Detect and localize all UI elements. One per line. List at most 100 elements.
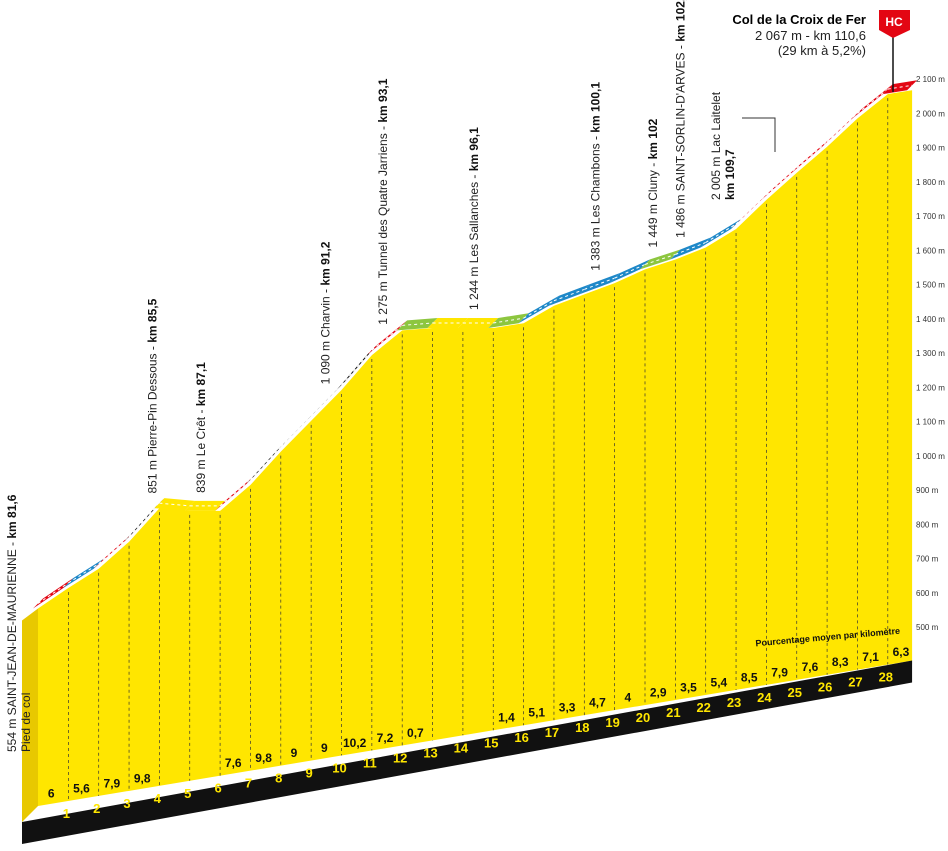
waypoint-name: 1 090 m Charvin - km 91,2 xyxy=(318,241,332,384)
waypoint-km: km 96,1 xyxy=(467,127,481,171)
profile-side-face xyxy=(22,608,38,822)
gradient-label: 2,9 xyxy=(650,685,667,699)
y-tick-label: 1 500 m xyxy=(916,281,945,290)
ribbon-dash xyxy=(553,288,585,302)
ribbon-segment xyxy=(670,237,711,260)
y-tick-label: 500 m xyxy=(916,623,939,632)
ribbon-segment xyxy=(397,317,438,331)
y-tick-label: 1 000 m xyxy=(916,452,945,461)
ribbon-dash xyxy=(796,141,828,169)
waypoint-place: 1 486 m SAINT-SORLIN-D'ARVES - xyxy=(673,42,687,238)
summit-climb-stats: (29 km à 5,2%) xyxy=(778,43,866,58)
gradient-label: 6,3 xyxy=(893,645,910,659)
gradient-label: 1,4 xyxy=(498,711,515,725)
waypoint-km: km 102 xyxy=(646,118,660,159)
y-tick-label: 600 m xyxy=(916,589,939,598)
ribbon-segment xyxy=(63,558,104,588)
waypoint-name: 554 m SAINT-JEAN-DE-MAURIENNE - km 81,6 xyxy=(5,494,19,752)
gradient-label: 4 xyxy=(624,691,631,705)
baseline-band xyxy=(22,660,913,844)
y-tick-label: 1 700 m xyxy=(916,212,945,221)
gradient-label: 5,1 xyxy=(528,706,545,720)
y-tick-label: 1 100 m xyxy=(916,418,945,427)
gradient-label: 10,2 xyxy=(343,736,367,750)
km-label: 10 xyxy=(332,761,346,776)
gradient-ribbon xyxy=(33,80,918,609)
ribbon-segment xyxy=(518,295,559,324)
hc-flag-badge xyxy=(879,10,910,38)
waypoint-label: 554 m SAINT-JEAN-DE-MAURIENNE - km 81,6P… xyxy=(5,494,33,752)
profile-fill-layer xyxy=(22,90,913,822)
gradient-label: 8,5 xyxy=(741,670,758,684)
waypoint-label: 1 244 m Les Sallanches - km 96,1 xyxy=(467,127,481,310)
ribbon-dash xyxy=(735,194,767,225)
km-label: 19 xyxy=(605,715,619,730)
km-label: 23 xyxy=(727,695,741,710)
chart-title: Col de la Croix de Fer xyxy=(732,12,866,27)
km-label: 27 xyxy=(848,675,862,690)
ribbon-dash xyxy=(857,88,889,114)
km-label: 13 xyxy=(423,745,437,760)
ribbon-dash xyxy=(644,254,676,265)
summit-elevation-km: 2 067 m - km 110,6 xyxy=(755,28,866,43)
gradient-label: 7,2 xyxy=(377,731,394,745)
ribbon-dash xyxy=(280,415,312,447)
ribbon-segment xyxy=(488,313,529,328)
km-label: 20 xyxy=(636,710,650,725)
waypoint-name: 839 m Le Crêt - km 87,1 xyxy=(194,362,208,493)
km-label: 2 xyxy=(93,801,100,816)
km-label: 4 xyxy=(154,791,162,806)
y-axis: 500 m 600 m 700 m 800 m 900 m 1 000 m 1 100 m 1… xyxy=(916,75,945,632)
waypoint-name: 1 449 m Cluny - km 102 xyxy=(646,118,660,247)
gradient-label: 9 xyxy=(321,741,328,755)
waypoint-label: 1 275 m Tunnel des Quatre Jarriens - km … xyxy=(376,78,390,324)
gradient-label: 9 xyxy=(291,746,298,760)
gradient-labels: 6 5,6 7,9 9,87,6 9,8 9 9 10,2 7,2 0,71,4 5,1 3,3 4,7… xyxy=(48,645,910,800)
ribbon-segment xyxy=(609,259,650,284)
gradient-label: 6 xyxy=(48,786,55,800)
km-label: 12 xyxy=(393,750,407,765)
km-label: 26 xyxy=(818,680,832,695)
y-tick-label: 1 900 m xyxy=(916,144,945,153)
ribbon-dash xyxy=(37,582,69,604)
ribbon-segment xyxy=(548,284,590,306)
gradient-label: 9,8 xyxy=(255,751,272,765)
gradient-label: 7,6 xyxy=(225,756,242,770)
waypoint-km: km 102,9 xyxy=(673,0,687,42)
ribbon-segment xyxy=(427,317,468,328)
km-label: 17 xyxy=(545,725,559,740)
ribbon-segment xyxy=(640,249,681,270)
waypoint-place: 1 090 m Charvin - xyxy=(318,286,332,385)
gradient-label: 7,1 xyxy=(862,650,879,664)
waypoint-km: km 85,5 xyxy=(145,298,159,342)
gradient-label: 5,4 xyxy=(711,675,728,689)
waypoint-km: km 93,1 xyxy=(376,78,390,122)
waypoint-leader-line xyxy=(742,117,776,152)
ribbon-segment xyxy=(184,500,226,511)
y-tick-label: 800 m xyxy=(916,520,939,529)
gradient-label: 3,5 xyxy=(680,680,697,694)
gradient-label: 3,3 xyxy=(559,701,576,715)
waypoint-name: 1 486 m SAINT-SORLIN-D'ARVES - km 102,9 xyxy=(673,0,687,238)
y-tick-label: 1 800 m xyxy=(916,178,945,187)
waypoint-label: 1 090 m Charvin - km 91,2 xyxy=(318,241,332,384)
ribbon-dash xyxy=(766,167,798,196)
waypoint-labels: 554 m SAINT-JEAN-DE-MAURIENNE - km 81,6P… xyxy=(5,0,776,752)
waypoint-place: 1 449 m Cluny - xyxy=(646,159,660,247)
km-label: 28 xyxy=(879,670,893,685)
km-label: 16 xyxy=(514,730,528,745)
ribbon-segment xyxy=(579,273,620,295)
km-label: 21 xyxy=(666,705,680,720)
waypoint-km: km 81,6 xyxy=(5,494,19,538)
km-label: 18 xyxy=(575,720,589,735)
waypoint-name: 1 244 m Les Sallanches - km 96,1 xyxy=(467,127,481,310)
ribbon-dash xyxy=(98,536,130,565)
waypoint-label: 1 486 m SAINT-SORLIN-D'ARVES - km 102,9 xyxy=(673,0,687,238)
waypoint-place: 839 m Le Crêt - xyxy=(194,406,208,493)
ribbon-dash xyxy=(826,113,858,143)
ribbon-dash xyxy=(887,84,913,90)
gradient-label: 7,9 xyxy=(771,665,788,679)
waypoint-km: km 87,1 xyxy=(194,362,208,406)
hc-badge-label: HC xyxy=(885,15,903,29)
